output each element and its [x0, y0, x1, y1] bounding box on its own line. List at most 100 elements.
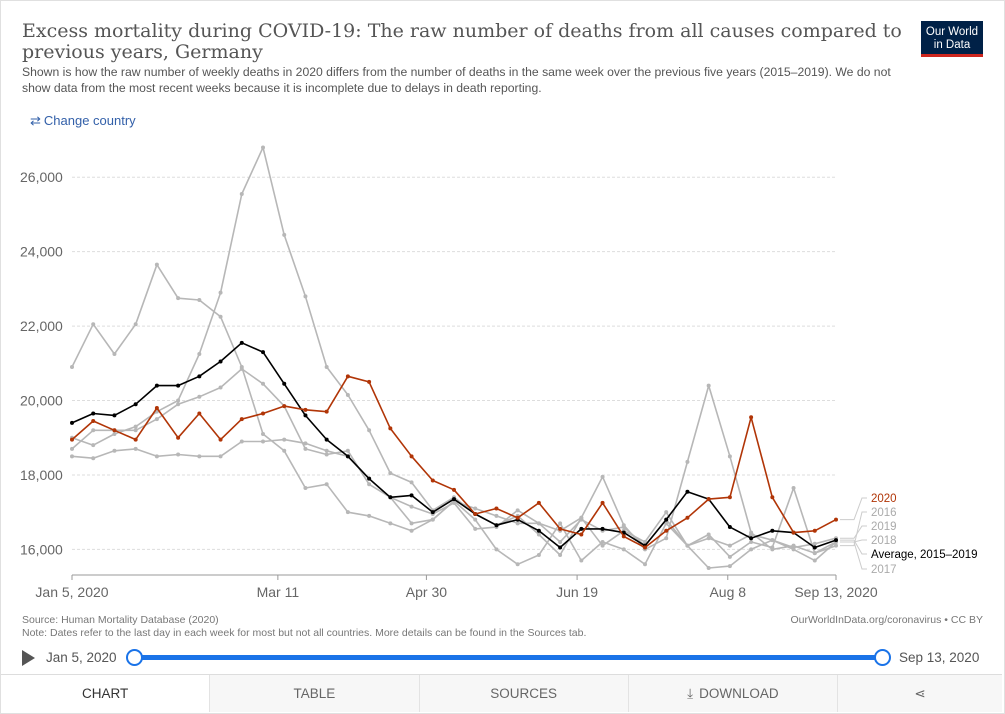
tab-chart[interactable]: CHART	[1, 675, 210, 712]
data-point-2018	[558, 552, 563, 557]
credit-link[interactable]: OurWorldInData.org/coronavirus • CC BY	[790, 614, 983, 626]
data-point-2018	[133, 424, 138, 429]
share-icon: ⋖	[914, 685, 926, 701]
data-point-average-2015-2019	[70, 420, 74, 425]
y-tick-label: 18,000	[20, 467, 63, 483]
data-point-2018	[91, 443, 96, 448]
data-point-2020	[558, 526, 563, 531]
timeline: Jan 5, 2020 Sep 13, 2020	[22, 647, 982, 669]
data-point-2020	[494, 506, 499, 511]
timeline-start-label: Jan 5, 2020	[46, 650, 117, 665]
data-point-2017	[664, 521, 669, 526]
data-point-average-2015-2019	[430, 510, 435, 515]
timeline-track[interactable]	[134, 655, 883, 660]
data-point-2018	[536, 532, 541, 537]
logo-line-1: Our World	[925, 26, 979, 38]
y-tick-label: 22,000	[20, 318, 63, 334]
data-point-2016	[834, 543, 838, 548]
data-point-2016	[70, 454, 74, 459]
data-point-2017	[409, 528, 414, 533]
data-point-2018	[727, 454, 732, 459]
data-point-average-2015-2019	[664, 517, 669, 522]
data-point-2016	[112, 448, 117, 453]
timeline-end-handle[interactable]	[874, 649, 891, 666]
data-point-average-2015-2019	[685, 489, 690, 494]
series-line-2017	[71, 263, 837, 569]
data-point-2018	[409, 480, 414, 485]
data-point-2018	[388, 471, 393, 476]
source-text: Source: Human Mortality Database (2020)	[22, 614, 219, 626]
data-point-2017	[515, 562, 520, 567]
data-point-average-2015-2019	[324, 437, 329, 442]
data-point-2020	[218, 437, 223, 442]
data-point-average-2015-2019	[409, 493, 414, 498]
chart-subtitle: Shown is how the raw number of weekly de…	[22, 65, 891, 95]
data-point-2016	[239, 439, 244, 444]
data-point-2017	[303, 485, 308, 490]
tab-sources[interactable]: SOURCES	[418, 675, 628, 712]
data-point-2019	[239, 366, 244, 371]
data-point-2017	[367, 513, 372, 518]
data-point-average-2015-2019	[452, 497, 456, 502]
data-point-2019	[643, 539, 647, 544]
data-point-2020	[452, 487, 456, 492]
play-icon[interactable]	[22, 650, 35, 666]
data-point-average-2015-2019	[749, 536, 754, 541]
tab-share[interactable]: ⋖	[837, 675, 1002, 712]
data-point-2020	[812, 528, 817, 533]
data-point-2020	[473, 512, 478, 517]
data-point-2016	[706, 532, 711, 537]
data-point-2020	[685, 515, 690, 520]
data-point-2020	[91, 418, 96, 423]
data-point-average-2015-2019	[579, 526, 584, 531]
data-point-average-2015-2019	[494, 523, 499, 528]
data-point-2020	[112, 428, 117, 433]
data-point-2016	[91, 456, 96, 461]
legend-leader-average-2015-2019	[840, 539, 867, 555]
legend-label-2017: 2017	[871, 564, 897, 576]
data-point-average-2015-2019	[600, 526, 605, 531]
data-point-2016	[515, 521, 520, 526]
data-point-2020	[409, 454, 414, 459]
x-tick-label: Jan 5, 2020	[35, 584, 108, 600]
data-point-2018	[621, 523, 626, 528]
legend-label-2020: 2020	[871, 493, 897, 505]
data-point-2016	[282, 437, 287, 442]
x-tick-label: Aug 8	[709, 584, 746, 600]
data-point-2019	[473, 526, 478, 531]
data-point-2017	[749, 547, 754, 552]
logo-line-2: in Data	[933, 38, 971, 51]
data-point-average-2015-2019	[812, 545, 817, 550]
data-point-2018	[367, 428, 372, 433]
data-point-2019	[176, 402, 181, 407]
note-text: Note: Dates refer to the last day in eac…	[22, 626, 587, 639]
data-point-2018	[664, 536, 669, 541]
data-point-2016	[324, 448, 329, 453]
data-point-2020	[515, 515, 520, 520]
series-line-2018	[71, 146, 837, 556]
data-point-2020	[133, 437, 138, 442]
data-point-2017	[154, 262, 159, 267]
data-point-2020	[579, 532, 584, 537]
data-point-2020	[536, 500, 541, 505]
y-tick-label: 26,000	[20, 169, 63, 185]
data-point-2016	[218, 454, 223, 459]
data-point-average-2015-2019	[388, 495, 393, 500]
data-point-2020	[834, 517, 838, 522]
data-point-2017	[324, 482, 329, 487]
data-point-2020	[600, 500, 605, 505]
tab-table[interactable]: TABLE	[209, 675, 419, 712]
change-country-label: Change country	[43, 113, 136, 128]
data-point-average-2015-2019	[176, 383, 181, 388]
data-point-2019	[367, 482, 372, 487]
owid-logo[interactable]: Our World in Data	[921, 21, 983, 57]
data-point-average-2015-2019	[367, 476, 372, 481]
change-country-button[interactable]: ⇄ Change country	[30, 113, 136, 129]
data-point-2020	[727, 495, 732, 500]
tab-download[interactable]: ⤓ DOWNLOAD	[627, 675, 837, 712]
data-point-2020	[176, 435, 181, 440]
timeline-start-handle[interactable]	[126, 649, 143, 666]
legend-leader-2018	[840, 539, 867, 543]
x-tick-label: Jun 19	[556, 584, 598, 600]
